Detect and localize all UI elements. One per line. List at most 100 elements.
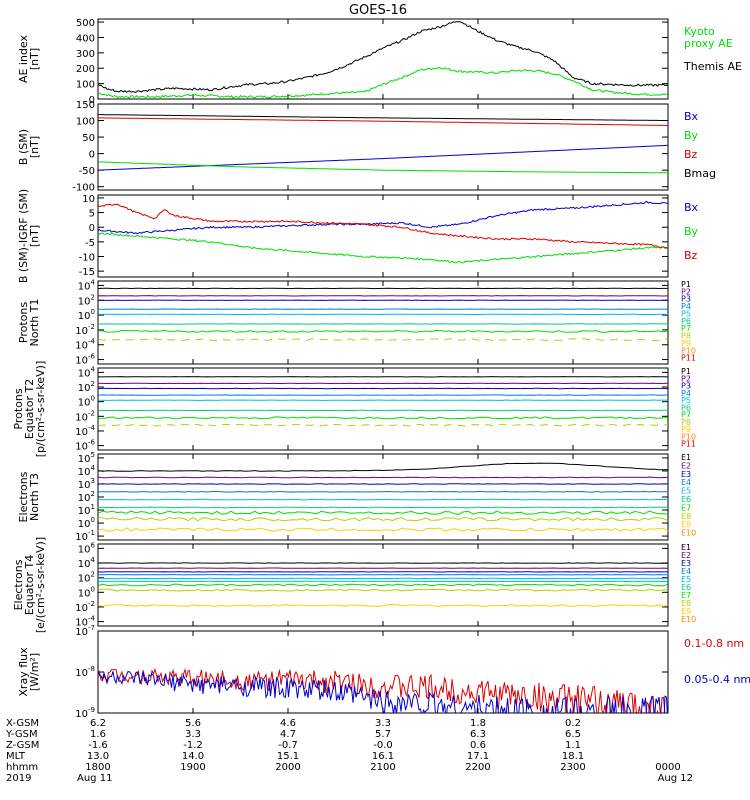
y-tick-label: 200 — [76, 64, 95, 75]
footer-value: 16.1 — [372, 751, 394, 762]
panel-frame — [97, 103, 669, 191]
footer-value: 4.6 — [280, 718, 296, 729]
y-axis-label: Protons — [12, 388, 25, 429]
y-tick-label: 105 — [78, 451, 95, 465]
footer-row-label: Y-GSM — [5, 729, 38, 740]
channel-label-e5: E5 — [681, 575, 691, 584]
y-tick-label: 10-9 — [75, 706, 95, 720]
footer-value: Aug 11 — [77, 773, 112, 784]
y-tick-label: 100 — [78, 516, 95, 530]
channel-label-e5: E5 — [681, 487, 691, 496]
channel-line-e1 — [98, 462, 668, 472]
y-tick-label: 100 — [78, 308, 95, 322]
footer-row-label: X-GSM — [6, 718, 39, 729]
y-tick-label: 10-6 — [75, 439, 95, 453]
channel-label-p2: P2 — [681, 287, 691, 296]
channel-label-e8: E8 — [681, 512, 691, 521]
y-tick-label: 102 — [78, 571, 95, 585]
y-tick-label: 10 — [82, 194, 95, 205]
plot-area — [98, 287, 668, 342]
channel-label-p3: P3 — [681, 295, 691, 304]
channel-label-p1: P1 — [681, 367, 691, 376]
y-tick-label: 103 — [78, 477, 95, 491]
channel-label-e9: E9 — [681, 607, 691, 616]
series-line-themis-ae — [98, 21, 668, 93]
panel-frame — [97, 280, 669, 365]
footer-value: 14.0 — [182, 751, 204, 762]
plot-area — [98, 201, 668, 264]
y-tick-label: -15 — [79, 267, 95, 278]
y-axis-label: [nT] — [28, 136, 41, 158]
legend-label: Themis AE — [683, 60, 742, 73]
footer-value: 6.5 — [565, 729, 581, 740]
channel-label-p5: P5 — [681, 309, 691, 318]
channel-label-p3: P3 — [681, 382, 691, 391]
channel-label-e1: E1 — [681, 453, 691, 462]
y-tick-label: 50 — [82, 133, 95, 144]
panel-bigrf: 10 5 0 -5 -10 -15 B (SM)-IGRF (SM)[nT] Bx By Bz — [17, 189, 699, 283]
footer-value: 6.2 — [90, 718, 106, 729]
y-tick-label: 104 — [78, 556, 96, 570]
legend-label: By — [684, 129, 699, 142]
channel-label-e8: E8 — [681, 599, 691, 608]
channel-label-p8: P8 — [681, 332, 691, 341]
channel-line-e9 — [98, 604, 668, 607]
series-line-kyoto-proxy-ae — [98, 67, 668, 99]
y-axis-label: North T1 — [28, 299, 41, 347]
y-axis-label: B (SM)-IGRF (SM) — [17, 189, 30, 283]
y-tick-label: 100 — [78, 585, 95, 599]
channel-label-p9: P9 — [681, 425, 691, 434]
y-tick-label: 10-2 — [75, 409, 95, 423]
y-axis-label: B (SM) — [17, 129, 30, 165]
legend-label: Bx — [684, 110, 699, 123]
channel-label-e3: E3 — [681, 470, 691, 479]
footer-value: 13.0 — [87, 751, 109, 762]
y-tick-label: 10-2 — [75, 323, 95, 337]
y-tick-label: 100 — [76, 117, 95, 128]
y-tick-label: 500 — [76, 18, 95, 29]
channel-label-e6: E6 — [681, 495, 691, 504]
y-axis-label: [nT] — [28, 48, 41, 70]
footer-value: 5.7 — [375, 729, 391, 740]
channel-line-e4 — [98, 490, 668, 493]
legend-label: 0.1-0.8 nm — [684, 637, 744, 650]
footer-value: Aug 12 — [658, 773, 693, 784]
y-tick-label: -50 — [79, 166, 95, 177]
y-tick-label: 150 — [76, 100, 95, 111]
footer-value: 0.2 — [565, 718, 581, 729]
channel-label-p6: P6 — [681, 403, 691, 412]
y-tick-label: 5 — [89, 209, 95, 220]
footer-value: 2000 — [275, 762, 300, 773]
footer-row-label: 2019 — [6, 773, 31, 784]
y-tick-label: 104 — [78, 365, 96, 379]
channel-label-e6: E6 — [681, 583, 691, 592]
y-tick-label: -100 — [72, 183, 95, 194]
channel-line-e6 — [98, 506, 668, 509]
legend-label: Bz — [684, 148, 698, 161]
footer-value: 17.1 — [467, 751, 489, 762]
channel-label-e7: E7 — [681, 591, 691, 600]
footer-value: -0.0 — [373, 740, 393, 751]
footer-value: 1800 — [85, 762, 110, 773]
plot-area — [98, 462, 668, 532]
footer-row-label: Z-GSM — [6, 740, 39, 751]
y-axis-label: Electrons — [12, 559, 25, 610]
footer-value: 5.6 — [185, 718, 201, 729]
y-tick-label: 10-7 — [75, 624, 95, 638]
y-axis-label: [e/(cm²-s-sr-keV)] — [34, 537, 47, 633]
channel-label-p4: P4 — [681, 389, 691, 398]
panel-frame — [97, 18, 669, 100]
y-tick-label: 106 — [78, 541, 96, 555]
channel-label-e7: E7 — [681, 503, 691, 512]
legend-label: Bz — [684, 249, 698, 262]
y-tick-label: 300 — [76, 49, 95, 60]
plot-area — [98, 21, 668, 99]
panel-ae: 500 400 300 200 100 0 AE index[nT] Kyoto proxy A… — [17, 18, 742, 106]
channel-line-p7 — [98, 329, 668, 333]
footer-value: 0000 — [655, 762, 680, 773]
